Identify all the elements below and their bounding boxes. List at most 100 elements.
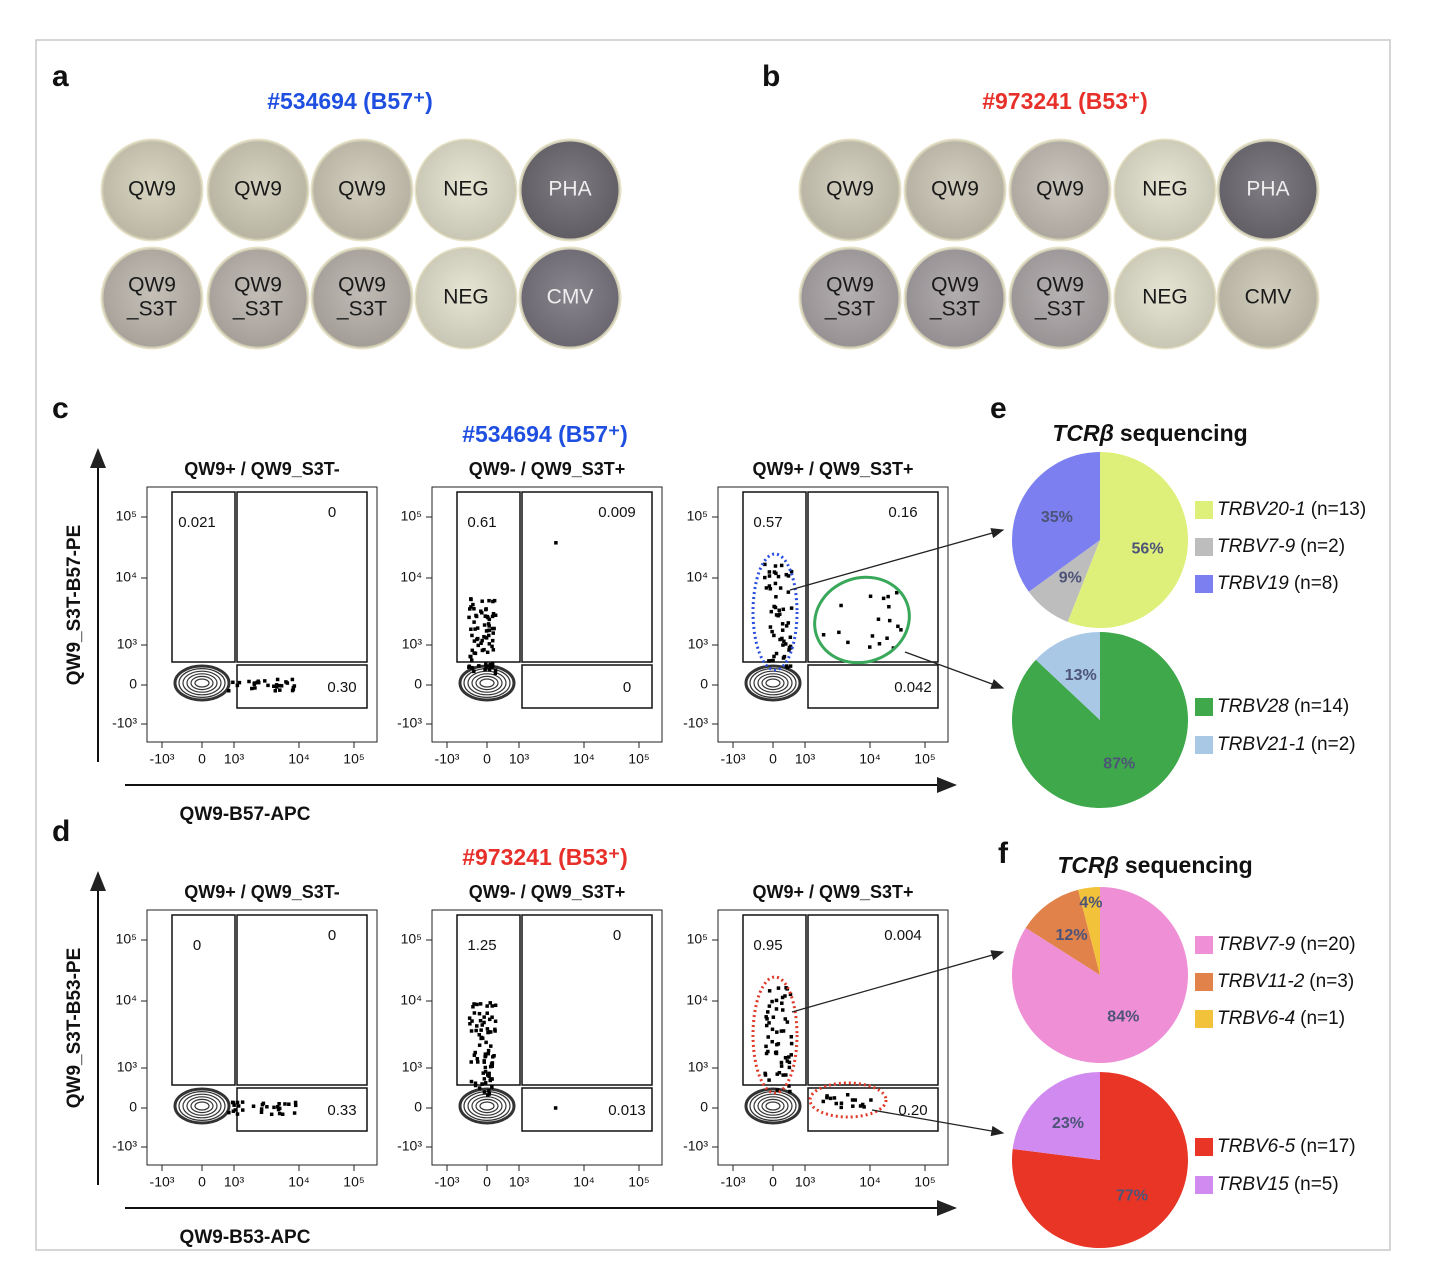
- event-dot: [485, 614, 490, 619]
- event-dot: [488, 1001, 493, 1005]
- event-dot: [480, 599, 484, 603]
- event-dot: [469, 1029, 474, 1033]
- panel-letter: b: [762, 60, 780, 93]
- event-dot: [473, 1050, 477, 1055]
- contour: [186, 673, 218, 693]
- well-shade: [1218, 140, 1318, 240]
- event-dot: [839, 603, 843, 608]
- event-dot: [265, 1105, 269, 1109]
- well-shade: [312, 248, 412, 348]
- event-dot: [869, 1098, 873, 1102]
- event-dot: [484, 629, 489, 633]
- contour: [178, 667, 226, 698]
- pie-slice: [1035, 632, 1100, 720]
- highlight-gate: [751, 975, 799, 1095]
- event-dot: [764, 1023, 769, 1028]
- x-tick-label: 0: [483, 1174, 491, 1190]
- event-dot: [480, 1023, 484, 1027]
- event-dot: [482, 647, 486, 652]
- legend-count: (n=17): [1300, 1136, 1355, 1157]
- event-dot: [876, 617, 881, 622]
- y-tick-label: -10³: [397, 1138, 422, 1154]
- x-tick-label: 10³: [509, 1174, 530, 1190]
- x-tick-label: 10³: [224, 1174, 245, 1190]
- link-arrow: [789, 528, 1005, 591]
- well-label: QW9: [931, 178, 979, 201]
- well-label: QW9: [234, 178, 282, 201]
- event-dot: [469, 658, 474, 662]
- event-dot: [788, 635, 793, 639]
- event-dot: [486, 1051, 491, 1056]
- pie-value-label: 9%: [1059, 569, 1082, 586]
- y-tick-label: 10³: [117, 1059, 138, 1075]
- event-dot: [886, 594, 890, 599]
- contour: [471, 1096, 503, 1116]
- event-dot: [777, 1070, 782, 1075]
- event-dot: [490, 1004, 494, 1008]
- event-dot: [259, 1110, 264, 1115]
- event-dot: [858, 1104, 863, 1108]
- pie-slice: [1012, 1072, 1100, 1160]
- event-dot: [789, 569, 794, 574]
- event-dot: [493, 1029, 497, 1033]
- event-dot: [868, 594, 873, 599]
- legend-swatch: [1195, 1138, 1213, 1156]
- event-dot: [834, 1101, 839, 1106]
- event-dot: [275, 677, 280, 682]
- pie-title-gene: TCRβ: [1052, 420, 1114, 446]
- event-dot: [779, 1064, 784, 1068]
- well-label: QW9: [1036, 178, 1084, 201]
- event-dot: [290, 677, 295, 682]
- pie-value-label: 13%: [1065, 667, 1097, 684]
- event-dot: [231, 1101, 236, 1105]
- gate: [807, 914, 939, 1086]
- event-dot: [775, 1088, 780, 1092]
- event-dot: [767, 584, 772, 588]
- event-dot: [472, 651, 476, 655]
- y-tick-label: 10⁵: [116, 508, 137, 524]
- event-dot: [860, 1102, 865, 1107]
- event-dot: [781, 1073, 785, 1077]
- x-axis-label: QW9-B53-APC: [180, 1227, 311, 1248]
- event-dot: [475, 1057, 480, 1061]
- event-dot: [483, 667, 487, 672]
- event-dot: [484, 666, 488, 670]
- pie-slice: [1012, 452, 1100, 592]
- event-dot: [470, 633, 474, 638]
- event-dot: [489, 1064, 494, 1069]
- event-dot: [768, 587, 773, 591]
- event-dot: [472, 1002, 476, 1006]
- event-dot: [767, 570, 772, 574]
- highlight-gate: [813, 575, 911, 665]
- event-dot: [489, 665, 493, 670]
- event-dot: [775, 1072, 779, 1076]
- legend-swatch: [1195, 538, 1213, 556]
- event-dot: [789, 1053, 793, 1057]
- event-dot: [236, 1104, 241, 1108]
- event-dot: [491, 1055, 495, 1059]
- event-dot: [493, 1003, 498, 1008]
- event-dot: [227, 688, 231, 693]
- event-dot: [251, 1104, 256, 1108]
- well-label: PHA: [1246, 178, 1289, 201]
- event-dot: [290, 688, 295, 693]
- legend-count: (n=8): [1294, 573, 1339, 594]
- event-dot: [235, 1100, 240, 1105]
- event-dot: [485, 650, 490, 655]
- content: a#534694 (B57⁺)QW9 QW9 QW9 NEG PHAQW9_S3TQW9…: [52, 60, 1366, 1248]
- plot-title: QW9+ / QW9_S3T-: [184, 882, 340, 902]
- event-dot: [487, 1017, 492, 1022]
- legend-entry: TRBV28 (n=14): [1217, 696, 1349, 717]
- well-shade: [1010, 248, 1110, 348]
- event-dot: [480, 1082, 484, 1086]
- event-dot: [475, 1024, 479, 1028]
- event-dot: [773, 564, 778, 568]
- event-dot: [781, 656, 786, 660]
- gate: [171, 914, 236, 1086]
- legend-count: (n=2): [1300, 536, 1345, 557]
- gate-value: 0.20: [898, 1102, 927, 1119]
- plot-title: QW9- / QW9_S3T+: [469, 459, 626, 479]
- event-dot: [469, 654, 473, 659]
- pie-slice: [1011, 887, 1188, 1063]
- event-dot: [490, 661, 495, 666]
